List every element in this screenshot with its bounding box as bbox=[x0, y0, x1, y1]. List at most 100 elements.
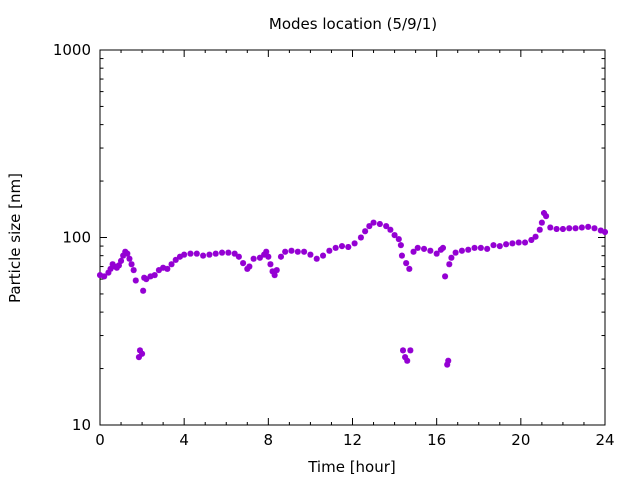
minor-ticks bbox=[100, 50, 605, 425]
data-point bbox=[240, 260, 247, 267]
data-point bbox=[591, 225, 598, 232]
data-point bbox=[398, 252, 405, 259]
data-point bbox=[101, 273, 108, 280]
data-point bbox=[465, 246, 472, 253]
data-point bbox=[538, 219, 545, 226]
data-point bbox=[540, 210, 547, 217]
data-point bbox=[132, 277, 139, 284]
data-point bbox=[403, 260, 410, 267]
data-point bbox=[522, 239, 529, 246]
data-point bbox=[176, 253, 183, 260]
data-point bbox=[267, 261, 274, 268]
data-point bbox=[147, 273, 154, 280]
data-point bbox=[484, 245, 491, 252]
data-point bbox=[261, 251, 268, 258]
data-point bbox=[471, 244, 478, 251]
data-point bbox=[452, 249, 459, 256]
data-point bbox=[509, 240, 516, 247]
data-point bbox=[602, 228, 608, 235]
x-tick-label: 12 bbox=[343, 431, 362, 449]
data-point bbox=[113, 264, 120, 271]
data-point bbox=[225, 249, 232, 256]
data-point bbox=[139, 350, 146, 357]
data-point bbox=[427, 247, 434, 254]
data-point bbox=[395, 236, 402, 243]
data-point bbox=[307, 251, 314, 258]
data-point bbox=[320, 252, 327, 259]
data-point bbox=[404, 357, 411, 364]
data-point bbox=[124, 250, 131, 257]
data-point bbox=[120, 252, 127, 259]
y-axis-label: Particle size [nm] bbox=[6, 173, 24, 303]
x-tick-label: 8 bbox=[264, 431, 274, 449]
data-point bbox=[391, 232, 398, 239]
x-tick-label: 24 bbox=[595, 431, 614, 449]
data-point bbox=[181, 251, 188, 258]
data-point bbox=[193, 250, 200, 257]
data-point bbox=[282, 248, 289, 255]
data-point bbox=[265, 253, 272, 260]
data-point bbox=[128, 261, 135, 268]
y-tick-label: 10 bbox=[72, 416, 91, 434]
data-point bbox=[566, 225, 573, 232]
data-point bbox=[345, 243, 352, 250]
data-point bbox=[326, 247, 333, 254]
data-point bbox=[421, 245, 428, 252]
data-point bbox=[444, 361, 451, 368]
y-tick-label: 100 bbox=[62, 229, 91, 247]
data-point bbox=[288, 247, 295, 254]
data-point bbox=[597, 227, 604, 234]
data-point bbox=[543, 213, 550, 220]
data-point bbox=[313, 255, 320, 262]
plot-frame bbox=[99, 49, 606, 426]
data-point bbox=[402, 354, 409, 361]
data-point bbox=[400, 347, 406, 354]
data-point bbox=[273, 267, 280, 274]
data-point bbox=[362, 228, 369, 235]
y-tick-label: 1000 bbox=[53, 41, 91, 59]
x-tick-label: 4 bbox=[179, 431, 189, 449]
data-point bbox=[107, 265, 114, 272]
data-point bbox=[97, 272, 103, 279]
data-point bbox=[553, 226, 560, 233]
data-point bbox=[244, 265, 251, 272]
data-point bbox=[301, 248, 308, 255]
data-point bbox=[172, 256, 179, 263]
x-axis-label: Time [hour] bbox=[307, 458, 396, 476]
data-point bbox=[143, 276, 150, 283]
data-point bbox=[366, 223, 373, 230]
data-point bbox=[446, 261, 453, 268]
data-point bbox=[332, 244, 339, 251]
x-tick-label: 20 bbox=[511, 431, 530, 449]
data-point bbox=[351, 240, 358, 247]
data-point bbox=[515, 239, 522, 246]
y-axis: 10 100 1000 bbox=[53, 41, 605, 434]
data-point bbox=[263, 248, 270, 255]
data-point bbox=[105, 269, 112, 276]
data-point bbox=[572, 225, 579, 232]
data-point bbox=[407, 347, 414, 354]
data-point bbox=[164, 265, 171, 272]
data-point bbox=[160, 264, 167, 271]
data-point bbox=[536, 226, 543, 233]
data-point bbox=[256, 254, 263, 261]
chart-title: Modes location (5/9/1) bbox=[269, 15, 437, 33]
data-point bbox=[155, 267, 162, 274]
x-tick-label: 16 bbox=[427, 431, 446, 449]
data-point bbox=[445, 357, 452, 364]
data-point bbox=[231, 250, 238, 257]
data-point bbox=[151, 272, 158, 279]
data-point bbox=[126, 255, 133, 262]
data-point bbox=[250, 255, 257, 262]
data-point bbox=[140, 287, 147, 294]
data-point bbox=[357, 234, 364, 241]
data-point bbox=[410, 248, 417, 255]
data-point bbox=[406, 265, 413, 272]
data-point bbox=[109, 261, 116, 268]
data-point bbox=[277, 253, 284, 260]
data-point bbox=[578, 224, 585, 231]
data-point bbox=[528, 236, 535, 243]
data-point bbox=[547, 224, 554, 231]
data-point bbox=[433, 250, 440, 257]
data-point bbox=[458, 247, 465, 254]
